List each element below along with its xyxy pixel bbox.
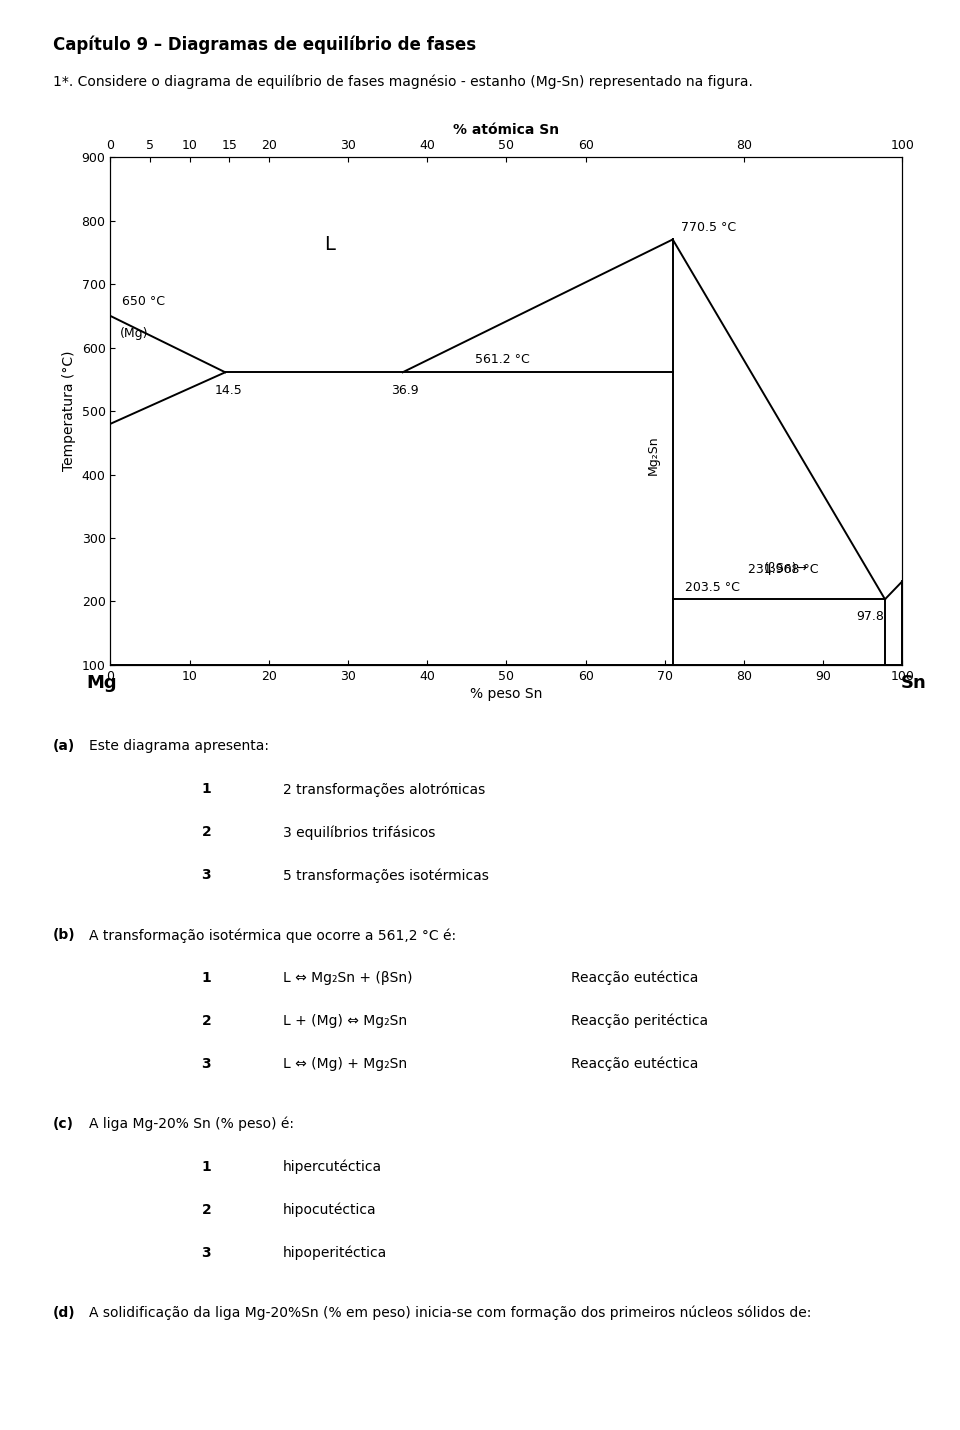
Y-axis label: Temperatura (°C): Temperatura (°C) <box>62 350 76 472</box>
Text: Reacção peritéctica: Reacção peritéctica <box>571 1014 708 1028</box>
Text: 3: 3 <box>202 1057 211 1071</box>
Text: 2: 2 <box>202 1203 211 1217</box>
Text: 36.9: 36.9 <box>392 385 420 398</box>
Text: 5 transformações isotérmicas: 5 transformações isotérmicas <box>283 868 489 882</box>
Text: (b): (b) <box>53 928 76 942</box>
Text: Capítulo 9 – Diagramas de equilíbrio de fases: Capítulo 9 – Diagramas de equilíbrio de … <box>53 36 476 54</box>
Text: Reacção eutéctica: Reacção eutéctica <box>571 1057 699 1071</box>
Text: Mg₂Sn: Mg₂Sn <box>646 436 660 475</box>
Text: 770.5 °C: 770.5 °C <box>681 222 735 235</box>
Text: Reacção eutéctica: Reacção eutéctica <box>571 971 699 985</box>
Text: 1: 1 <box>202 971 211 985</box>
Text: (a): (a) <box>53 739 75 754</box>
Text: 231.968 °C: 231.968 °C <box>748 563 819 576</box>
Text: (d): (d) <box>53 1306 76 1320</box>
Text: L: L <box>324 235 335 253</box>
Text: L + (Mg) ⇔ Mg₂Sn: L + (Mg) ⇔ Mg₂Sn <box>283 1014 407 1028</box>
Text: L ⇔ Mg₂Sn + (βSn): L ⇔ Mg₂Sn + (βSn) <box>283 971 413 985</box>
Text: 3: 3 <box>202 1246 211 1260</box>
Text: Mg: Mg <box>86 675 117 692</box>
Text: hipercutéctica: hipercutéctica <box>283 1160 382 1174</box>
Text: A solidificação da liga Mg-20%Sn (% em peso) inicia-se com formação dos primeiro: A solidificação da liga Mg-20%Sn (% em p… <box>89 1306 811 1320</box>
Text: hipocutéctica: hipocutéctica <box>283 1203 377 1217</box>
X-axis label: % atómica Sn: % atómica Sn <box>453 123 560 137</box>
Text: (c): (c) <box>53 1117 74 1131</box>
Text: hipoperitéctica: hipoperitéctica <box>283 1246 388 1260</box>
Text: A liga Mg-20% Sn (% peso) é:: A liga Mg-20% Sn (% peso) é: <box>89 1117 295 1131</box>
Text: 3 equilíbrios trifásicos: 3 equilíbrios trifásicos <box>283 825 436 839</box>
Text: A transformação isotérmica que ocorre a 561,2 °C é:: A transformação isotérmica que ocorre a … <box>89 928 456 942</box>
Text: 2 transformações alotróπicas: 2 transformações alotróπicas <box>283 782 486 797</box>
Text: Sn: Sn <box>900 675 926 692</box>
Text: 1: 1 <box>202 782 211 797</box>
Text: Este diagrama apresenta:: Este diagrama apresenta: <box>89 739 269 754</box>
Text: 2: 2 <box>202 1014 211 1028</box>
Text: 561.2 °C: 561.2 °C <box>474 353 530 366</box>
Text: 203.5 °C: 203.5 °C <box>684 581 739 593</box>
Text: L ⇔ (Mg) + Mg₂Sn: L ⇔ (Mg) + Mg₂Sn <box>283 1057 407 1071</box>
Text: 3: 3 <box>202 868 211 882</box>
Text: 650 °C: 650 °C <box>122 295 165 307</box>
X-axis label: % peso Sn: % peso Sn <box>470 686 542 701</box>
Text: 2: 2 <box>202 825 211 839</box>
Text: 97.8: 97.8 <box>856 609 884 622</box>
Text: (βSn)→: (βSn)→ <box>764 562 808 575</box>
Text: 1*. Considere o diagrama de equilíbrio de fases magnésio - estanho (Mg-Sn) repre: 1*. Considere o diagrama de equilíbrio d… <box>53 74 753 89</box>
Text: 14.5: 14.5 <box>215 385 243 398</box>
Text: (Mg): (Mg) <box>120 327 149 340</box>
Text: 1: 1 <box>202 1160 211 1174</box>
